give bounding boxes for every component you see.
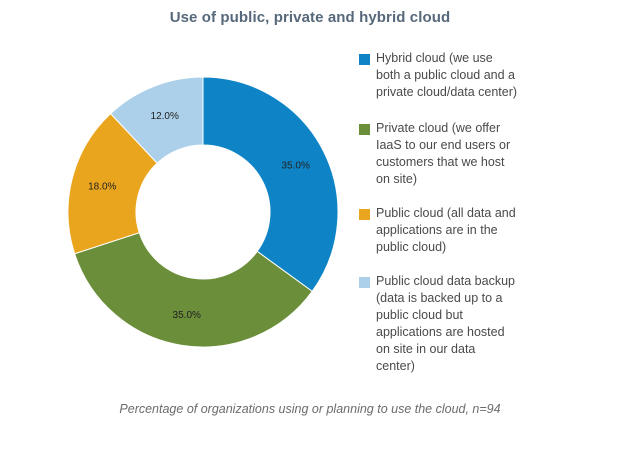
chart-caption: Percentage of organizations using or pla… <box>119 402 501 416</box>
slice-private-cloud <box>73 232 313 348</box>
legend-label-private-cloud: Private cloud (we offer IaaS to our end … <box>376 121 511 186</box>
slice-hybrid-cloud <box>202 76 339 293</box>
legend-item-public-cloud-backup: Public cloud data backup (data is backed… <box>359 273 609 375</box>
legend-label-hybrid-cloud: Hybrid cloud (we use both a public cloud… <box>376 51 518 99</box>
legend-label-public-cloud: Public cloud (all data and applications … <box>376 206 516 254</box>
legend-swatch-hybrid-cloud <box>359 54 370 65</box>
legend-item-public-cloud: Public cloud (all data and applications … <box>359 205 609 256</box>
chart-legend: Hybrid cloud (we use both a public cloud… <box>359 50 609 375</box>
legend-item-private-cloud: Private cloud (we offer IaaS to our end … <box>359 120 609 188</box>
data-label-public-cloud: 18.0% <box>88 182 116 193</box>
chart-title: Use of public, private and hybrid cloud <box>169 9 451 26</box>
legend-item-hybrid-cloud: Hybrid cloud (we use both a public cloud… <box>359 50 609 101</box>
data-label-private-cloud: 35.0% <box>173 310 201 321</box>
slice-public-cloud-backup <box>109 76 204 164</box>
legend-swatch-private-cloud <box>359 124 370 135</box>
data-label-hybrid-cloud: 35.0% <box>281 160 309 171</box>
legend-swatch-public-cloud-backup <box>359 277 370 288</box>
data-label-public-cloud-backup: 12.0% <box>151 111 179 122</box>
legend-label-public-cloud-backup: Public cloud data backup (data is backed… <box>376 274 515 373</box>
legend-swatch-public-cloud <box>359 209 370 220</box>
